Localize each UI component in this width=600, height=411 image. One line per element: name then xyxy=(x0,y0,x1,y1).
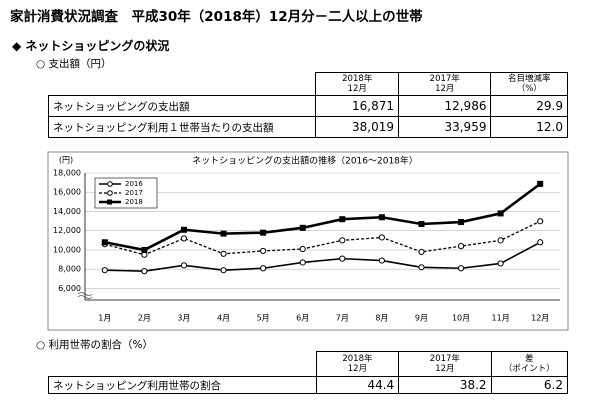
legend-label: 2017 xyxy=(125,189,143,197)
x-tick-label: 8月 xyxy=(375,314,388,323)
marker xyxy=(418,248,425,255)
marker xyxy=(101,239,108,246)
marker xyxy=(260,247,267,255)
x-tick-label: 6月 xyxy=(296,314,309,323)
x-tick-label: 3月 xyxy=(177,314,190,323)
marker xyxy=(339,255,346,262)
marker xyxy=(180,235,188,242)
value-cell: 29.9 xyxy=(490,95,568,117)
marker xyxy=(378,257,385,264)
row-label: ネットショッピング利用１世帯当たりの支出額 xyxy=(47,116,317,138)
table-caption: ○ 支出額（円） xyxy=(36,58,112,70)
chart-title: ネットショッピングの支出額の推移（2016～2018年） xyxy=(192,155,418,167)
value-cell: 44.4 xyxy=(315,376,400,394)
x-tick-label: 2月 xyxy=(138,314,151,323)
blank-cell xyxy=(48,72,317,96)
value-cell: 12.0 xyxy=(490,116,568,138)
legend-marker xyxy=(107,181,113,187)
header-cell: 2017年 12月 xyxy=(397,72,492,96)
marker xyxy=(378,234,385,241)
marker xyxy=(141,268,148,275)
axis-break xyxy=(77,292,93,299)
marker xyxy=(457,243,465,250)
x-tick-label: 4月 xyxy=(217,314,230,323)
marker xyxy=(457,265,465,272)
marker xyxy=(537,180,544,187)
header-cell: 差 （ポイント） xyxy=(490,351,569,377)
marker xyxy=(220,250,227,257)
marker xyxy=(180,226,187,233)
y-tick-label: 18,000 xyxy=(53,169,81,178)
x-tick-label: 7月 xyxy=(336,314,349,323)
x-tick-label: 10月 xyxy=(452,314,470,323)
header-cell: 名目増減率 （%） xyxy=(490,72,568,96)
value-cell: 38,019 xyxy=(315,116,399,138)
series-line xyxy=(104,241,541,272)
value-cell: 38.2 xyxy=(398,376,492,394)
header-cell: 2018年 12月 xyxy=(315,351,400,377)
marker xyxy=(378,214,385,221)
marker xyxy=(220,230,227,237)
y-tick-label: 16,000 xyxy=(53,188,81,197)
table: 2018年 12月 2017年 12月 名目増減率 （%） ネットショッピングの支出額… xyxy=(47,72,568,138)
marker xyxy=(537,218,544,225)
marker xyxy=(458,219,465,226)
legend-marker xyxy=(107,199,112,205)
series-line xyxy=(104,220,541,256)
marker xyxy=(418,220,425,227)
x-tick-label: 12月 xyxy=(531,314,549,323)
chart: ネットショッピングの支出額の推移（2016～2018年） (円) 6,000 8,… xyxy=(47,151,569,331)
table-caption: ○ 利用世帯の割合（%） xyxy=(36,339,153,351)
series-line xyxy=(104,182,541,252)
header-cell: 2017年 12月 xyxy=(398,351,492,377)
chart-frame xyxy=(47,151,569,331)
marker xyxy=(339,237,346,244)
y-tick-label: 12,000 xyxy=(53,226,81,235)
marker xyxy=(260,265,267,272)
value-cell: 16,871 xyxy=(315,95,399,117)
row-label: ネットショッピングの支出額 xyxy=(47,95,317,117)
header-cell: 2018年 12月 xyxy=(315,72,399,96)
legend-label: 2016 xyxy=(125,180,143,188)
marker xyxy=(299,259,306,266)
legend-marker xyxy=(107,190,113,196)
table: 2018年 12月 2017年 12月差 （ポイント） ネットショッピング利用世帯の… xyxy=(48,351,569,394)
marker xyxy=(537,239,544,246)
marker xyxy=(101,267,108,274)
marker xyxy=(497,237,504,244)
value-cell: 12,986 xyxy=(397,95,492,117)
marker xyxy=(339,216,346,223)
title: 家計消費状況調査 平成30年（2018年）12月分－二人以上の世帯 xyxy=(10,9,423,25)
x-tick-label: 1月 xyxy=(98,314,111,323)
value-cell: 33,959 xyxy=(397,116,492,138)
y-tick-label: 6,000 xyxy=(58,284,81,293)
marker xyxy=(220,267,227,274)
y-tick-label: 10,000 xyxy=(53,245,81,254)
y-tick-label: 14,000 xyxy=(53,207,81,216)
marker xyxy=(299,245,306,253)
marker xyxy=(180,262,188,269)
marker xyxy=(497,210,504,217)
marker xyxy=(497,260,504,267)
section-heading: ◆ ネットショッピングの状況 xyxy=(12,39,170,53)
y-tick-label: 8,000 xyxy=(58,265,81,274)
legend-label: 2018 xyxy=(125,198,143,206)
x-tick-label: 9月 xyxy=(415,314,428,323)
value-cell: 6.2 xyxy=(490,376,569,394)
x-tick-label: 5月 xyxy=(257,314,270,323)
y-axis-label: (円) xyxy=(59,156,73,165)
marker xyxy=(299,224,306,231)
marker xyxy=(141,246,148,253)
blank-cell xyxy=(48,351,317,377)
marker xyxy=(418,264,425,271)
x-tick-label: 11月 xyxy=(492,314,510,323)
marker xyxy=(260,229,267,236)
row-label: ネットショッピング利用世帯の割合 xyxy=(48,376,317,394)
